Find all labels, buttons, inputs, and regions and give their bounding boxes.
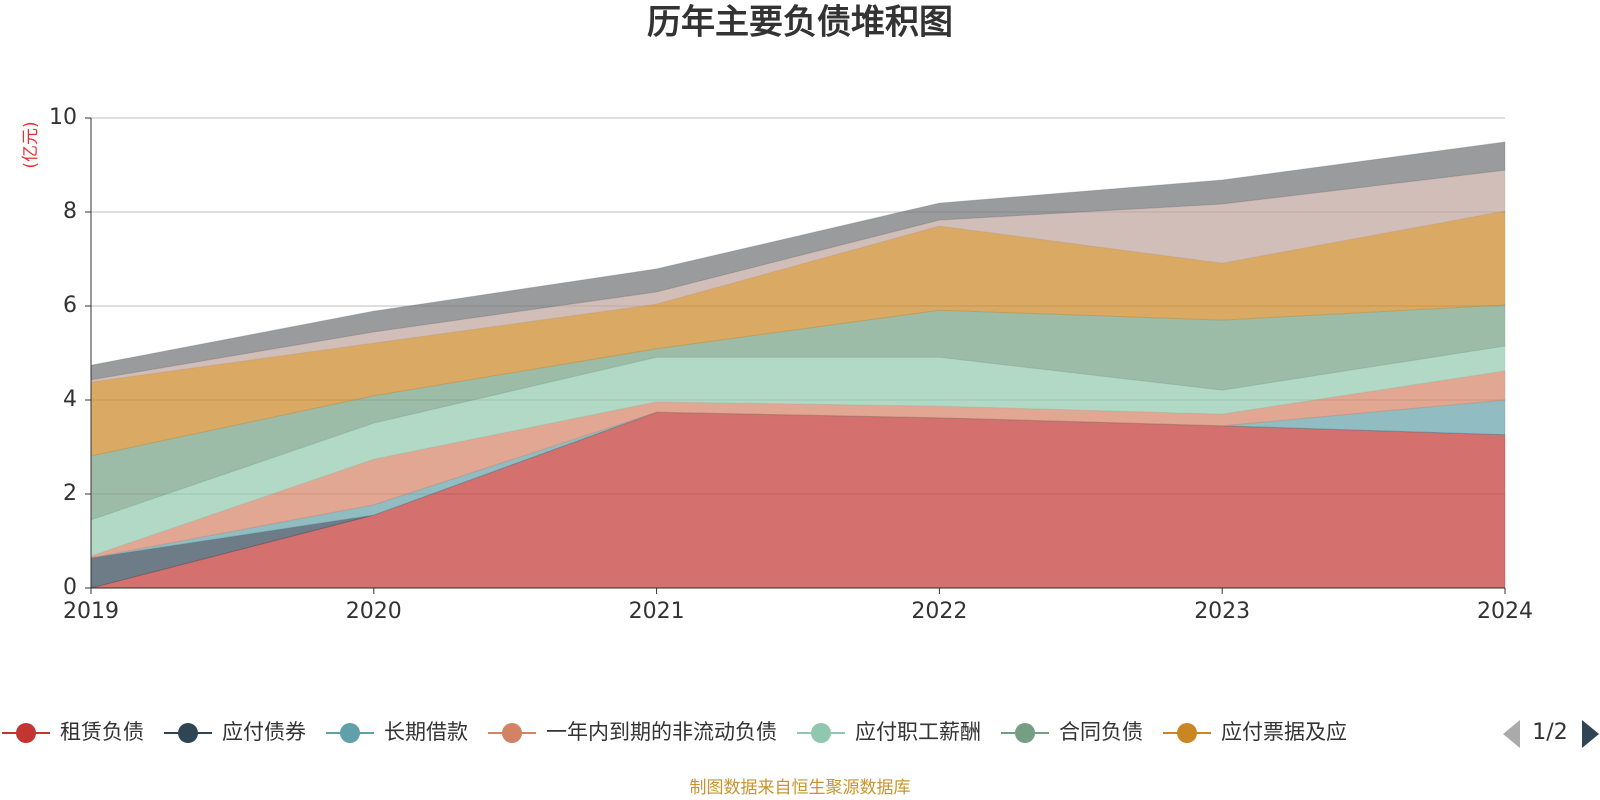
x-tick-label: 2024 bbox=[1477, 599, 1533, 624]
legend-marker bbox=[502, 723, 522, 743]
chart-title: 历年主要负债堆积图 bbox=[647, 3, 953, 43]
legend-label: 应付票据及应 bbox=[1221, 720, 1347, 744]
legend-next[interactable] bbox=[1582, 720, 1599, 748]
legend-marker bbox=[811, 723, 831, 743]
x-tick-label: 2023 bbox=[1194, 599, 1250, 624]
legend-label: 应付债券 bbox=[222, 720, 306, 744]
legend-page: 1/2 bbox=[1532, 720, 1567, 745]
y-tick-label: 0 bbox=[63, 575, 77, 600]
x-tick-label: 2022 bbox=[911, 599, 967, 624]
legend-marker bbox=[16, 723, 36, 743]
areas bbox=[90, 141, 1506, 589]
legend-label: 应付职工薪酬 bbox=[855, 720, 981, 744]
legend-marker bbox=[1015, 723, 1035, 743]
y-unit: (亿元) bbox=[21, 121, 41, 168]
y-tick-label: 2 bbox=[63, 481, 77, 506]
axes: 0 2 4 6 8 10 2019 2020 2021 2022 2023 2024 bbox=[49, 105, 1533, 624]
area bbox=[90, 141, 1506, 381]
legend-label: 长期借款 bbox=[384, 720, 468, 744]
x-tick-label: 2019 bbox=[63, 599, 119, 624]
legend-marker bbox=[1177, 723, 1197, 743]
legend-item: 租赁负债 bbox=[2, 720, 144, 744]
legend-item: 应付债券 bbox=[164, 720, 306, 744]
legend-marker bbox=[340, 723, 360, 743]
source-note: 制图数据来自恒生聚源数据库 bbox=[690, 778, 911, 798]
x-tick-label: 2021 bbox=[629, 599, 685, 624]
legend-label: 租赁负债 bbox=[60, 720, 144, 744]
y-tick-label: 4 bbox=[63, 387, 77, 412]
legend-item: 合同负债 bbox=[1001, 720, 1143, 744]
legend-marker bbox=[178, 723, 198, 743]
area bbox=[90, 399, 1506, 559]
legend-label: 一年内到期的非流动负债 bbox=[546, 720, 777, 744]
legend-item: 一年内到期的非流动负债 bbox=[488, 720, 777, 744]
legend-label: 合同负债 bbox=[1059, 720, 1143, 744]
y-tick-label: 6 bbox=[63, 293, 77, 318]
legend-item: 应付票据及应 bbox=[1163, 720, 1347, 744]
x-tick-label: 2020 bbox=[346, 599, 402, 624]
legend-prev bbox=[1503, 720, 1520, 748]
legend-item: 长期借款 bbox=[326, 720, 468, 744]
legend-item: 应付职工薪酬 bbox=[797, 720, 981, 744]
y-tick-label: 10 bbox=[49, 105, 77, 130]
y-tick-label: 8 bbox=[63, 199, 77, 224]
